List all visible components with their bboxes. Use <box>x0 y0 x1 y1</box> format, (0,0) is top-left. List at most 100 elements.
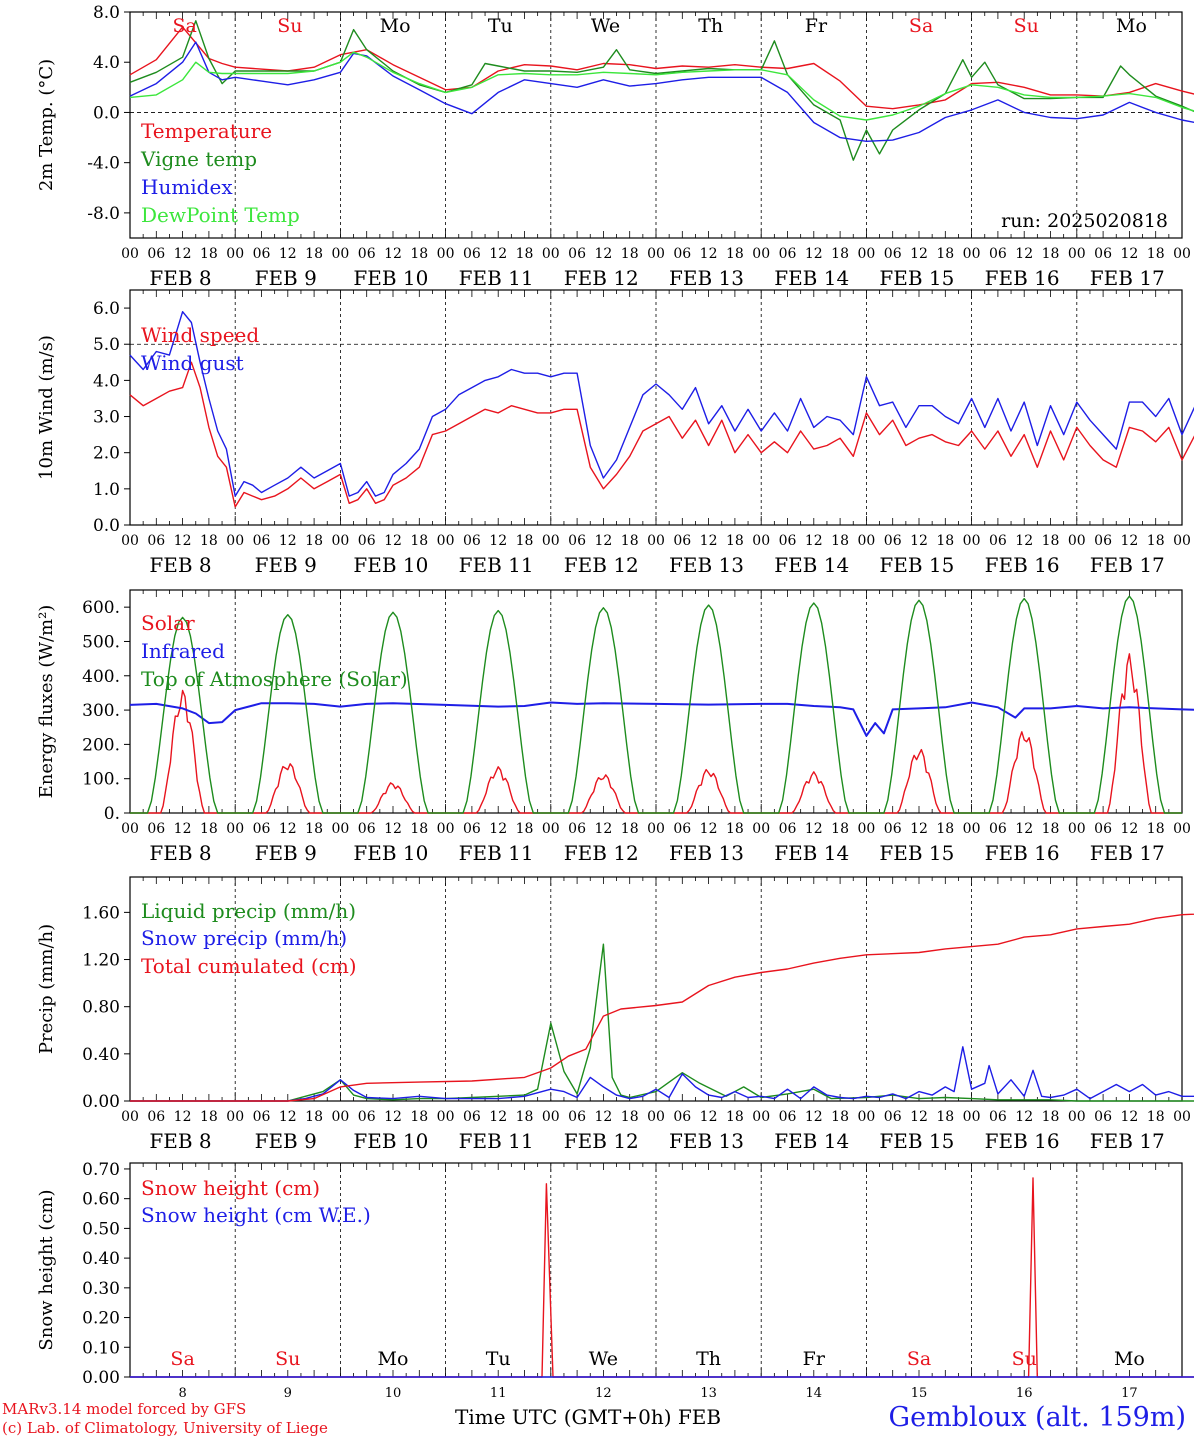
series-line-4 <box>129 51 1194 121</box>
y-tick-label: 0.0 <box>93 516 120 536</box>
hour-label: 06 <box>884 533 902 549</box>
hour-label: 06 <box>463 821 481 837</box>
date-label: FEB 10 <box>353 553 428 577</box>
date-label: FEB 9 <box>255 841 317 865</box>
series-line-3 <box>130 595 1182 814</box>
y-tick-label: 0.00 <box>82 1368 120 1388</box>
hour-label: 00 <box>1173 821 1191 837</box>
hour-label: 18 <box>831 1109 849 1125</box>
hour-label: 12 <box>1015 1109 1033 1125</box>
day-number: 16 <box>1016 1386 1033 1401</box>
date-label: FEB 14 <box>774 841 849 865</box>
series-line-1 <box>130 1177 1194 1378</box>
hour-label: 00 <box>331 533 349 549</box>
y-tick-label: 6.0 <box>93 299 120 319</box>
hour-label: 18 <box>200 246 218 262</box>
date-label: FEB 15 <box>879 1129 954 1153</box>
y-tick-label: 0.40 <box>82 1045 120 1065</box>
y-tick-label: 0.60 <box>82 1190 120 1210</box>
hour-label: 18 <box>305 246 323 262</box>
hour-label: 00 <box>1068 533 1086 549</box>
day-number: 14 <box>806 1386 823 1401</box>
date-label: FEB 16 <box>985 1129 1060 1153</box>
hour-label: 06 <box>253 1109 271 1125</box>
date-label: FEB 8 <box>149 841 211 865</box>
hour-label: 18 <box>1147 821 1165 837</box>
hour-label: 18 <box>1147 533 1165 549</box>
hour-label: 00 <box>437 821 455 837</box>
hour-label: 12 <box>174 246 192 262</box>
hour-label: 12 <box>384 533 402 549</box>
date-label: FEB 14 <box>774 1129 849 1153</box>
hour-label: 06 <box>989 246 1007 262</box>
series-line-1 <box>130 943 1194 1102</box>
day-name: Sa <box>909 15 933 37</box>
hour-label: 12 <box>700 246 718 262</box>
hour-label: 12 <box>174 533 192 549</box>
y-tick-label: 0.00 <box>82 1092 120 1112</box>
panel-3: 600. 500. 400. 300. 200. 100. 0. Energy fluxes … <box>36 589 1194 865</box>
series-line-1 <box>129 361 1194 508</box>
y-tick-label: -4.0 <box>87 154 120 174</box>
panel-5: 0.70 0.60 0.50 0.40 0.30 0.20 0.10 0.00 Snow hei… <box>36 1160 1194 1401</box>
hour-label: 12 <box>700 533 718 549</box>
y-tick-label: 4.0 <box>93 371 120 391</box>
day-name: Su <box>275 1348 300 1370</box>
legend-entry-4: DewPoint Temp <box>141 203 300 227</box>
hour-label: 06 <box>147 246 165 262</box>
hour-label: 18 <box>305 1109 323 1125</box>
hour-label: 18 <box>200 821 218 837</box>
date-label: FEB 13 <box>669 553 744 577</box>
date-label: FEB 14 <box>774 553 849 577</box>
hour-label: 06 <box>147 1109 165 1125</box>
hour-label: 06 <box>358 533 376 549</box>
date-label: FEB 11 <box>459 266 534 290</box>
hour-label: 12 <box>279 533 297 549</box>
day-name: Mo <box>1116 15 1147 37</box>
hour-label: 18 <box>621 533 639 549</box>
hour-label: 00 <box>542 533 560 549</box>
hour-label: 12 <box>594 533 612 549</box>
day-name: Tu <box>486 1348 511 1370</box>
day-number: 10 <box>385 1386 402 1401</box>
day-name: Su <box>1012 1348 1037 1370</box>
day-number: 13 <box>700 1386 717 1401</box>
hour-label: 00 <box>121 1109 139 1125</box>
hour-label: 06 <box>253 533 271 549</box>
date-label: FEB 17 <box>1090 553 1165 577</box>
hour-label: 00 <box>542 1109 560 1125</box>
day-name: Su <box>1014 15 1039 37</box>
hour-label: 18 <box>410 246 428 262</box>
hour-label: 00 <box>1068 246 1086 262</box>
hour-label: 06 <box>463 246 481 262</box>
series-line-3 <box>129 41 1194 142</box>
y-tick-label: 600. <box>82 598 120 618</box>
y-axis-label: 2m Temp. (°C) <box>36 59 57 191</box>
hour-label: 00 <box>963 246 981 262</box>
legend-entry-2: Vigne temp <box>140 147 257 171</box>
hour-label: 12 <box>910 821 928 837</box>
legend-entry-1: Temperature <box>141 119 272 143</box>
hour-label: 00 <box>437 1109 455 1125</box>
date-label: FEB 11 <box>459 841 534 865</box>
day-number: 11 <box>490 1386 507 1401</box>
y-tick-label: 0. <box>104 804 120 824</box>
hour-label: 06 <box>147 821 165 837</box>
panel-4: 1.60 1.20 0.80 0.40 0.00 Precip (mm/h) Liquid … <box>36 876 1194 1153</box>
model-credit: MARv3.14 model forced by GFS (c) Lab. of… <box>2 1400 328 1438</box>
date-label: FEB 9 <box>255 1129 317 1153</box>
y-tick-label: -8.0 <box>87 204 120 224</box>
y-tick-label: 1.20 <box>82 951 120 971</box>
hour-label: 00 <box>752 1109 770 1125</box>
hour-label: 00 <box>1173 533 1191 549</box>
date-label: FEB 10 <box>353 1129 428 1153</box>
hour-label: 18 <box>410 533 428 549</box>
series-line-2 <box>129 701 1194 737</box>
hour-label: 00 <box>226 246 244 262</box>
hour-label: 18 <box>200 1109 218 1125</box>
hour-label: 00 <box>331 821 349 837</box>
y-tick-label: 8.0 <box>93 3 120 23</box>
x-axis-label: Time UTC (GMT+0h) <box>455 1405 672 1429</box>
day-name: Sa <box>907 1348 931 1370</box>
